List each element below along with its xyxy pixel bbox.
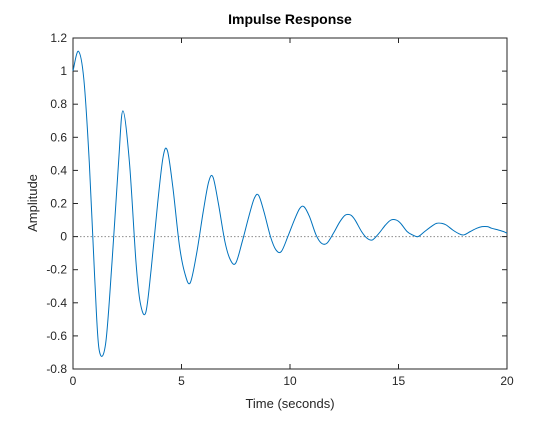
x-tick-label: 20 xyxy=(500,374,514,388)
x-tick-label: 15 xyxy=(392,374,406,388)
tick-layer: 0 5 10 15 20 -0.8 -0.6 -0.4 -0.2 0 0.2 0.4 0.6 0.8 1 1.… xyxy=(46,31,514,388)
series-line-0 xyxy=(72,50,508,357)
x-tick-label: 0 xyxy=(70,374,77,388)
y-tick-label: 0.6 xyxy=(50,130,67,144)
y-tick-label: -0.6 xyxy=(46,329,67,343)
y-tick-label: 1.2 xyxy=(50,31,67,45)
y-tick-label: 1 xyxy=(60,64,67,78)
y-tick-label: -0.8 xyxy=(46,362,67,376)
y-tick-label: -0.4 xyxy=(46,296,67,310)
x-tick-label: 10 xyxy=(283,374,297,388)
y-tick-label: 0.8 xyxy=(50,97,67,111)
series-layer xyxy=(72,50,508,357)
chart-title: Impulse Response xyxy=(228,11,352,27)
y-tick-label: 0.2 xyxy=(50,197,67,211)
y-axis-title: Amplitude xyxy=(25,174,40,232)
y-tick-label: 0.4 xyxy=(50,163,67,177)
x-tick-label: 5 xyxy=(178,374,185,388)
y-tick-label: -0.2 xyxy=(46,263,67,277)
plot-area xyxy=(72,37,508,370)
x-axis-title: Time (seconds) xyxy=(245,396,334,411)
y-tick-label: 0 xyxy=(60,230,67,244)
